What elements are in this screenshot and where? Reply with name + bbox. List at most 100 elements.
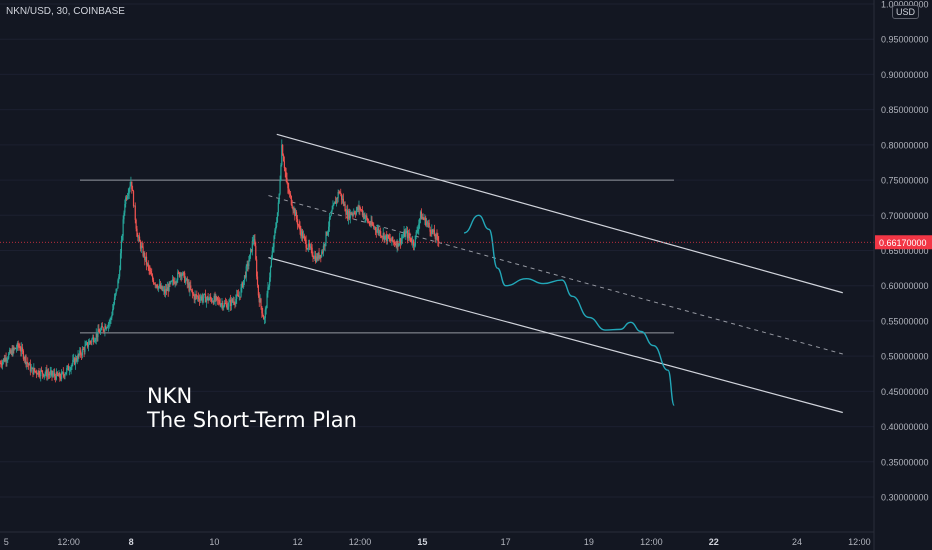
candle-body [117,280,119,289]
candle-body [14,348,16,350]
candle-body [394,244,396,245]
candle-body [191,289,193,291]
candle-body [128,188,130,194]
candle-body [398,243,400,247]
candle-body [256,259,258,277]
candle-body [179,273,181,277]
price-tick-label: 0.70000000 [881,211,929,221]
price-tick-label: 0.75000000 [881,176,929,186]
candle-body [149,270,151,272]
candle-body [312,255,314,258]
candle-body [390,240,392,242]
annotation-title-line-1: NKN [147,384,193,408]
candle-body [328,226,330,232]
candle-body [396,240,398,248]
candle-body [267,287,269,294]
candle-body [333,203,335,206]
candle-body [113,297,116,305]
candle-body [134,205,136,220]
candle-body [165,289,168,291]
candle-body [204,294,206,295]
candle-body [98,329,100,332]
candle-body [330,211,332,216]
candle-body [111,315,113,318]
candle-body [59,372,61,379]
candle-body [320,254,322,257]
candle-body [43,374,45,377]
candle-body [198,298,201,301]
candle-body [252,240,254,242]
candle-body [256,276,259,286]
candle-body [26,362,28,365]
candle-body [11,350,13,356]
currency-badge[interactable]: USD [892,5,920,19]
candle-body [219,303,221,306]
candle-body [337,191,339,199]
time-tick-label: 5 [4,537,9,547]
candle-body [73,358,75,360]
candle-body [99,329,102,334]
candle-body [187,283,189,285]
candle-body [314,255,316,259]
candle-body [343,203,345,205]
candle-body [303,235,305,238]
candle-body [345,211,347,215]
candle-body [91,339,93,343]
candle-body [315,256,318,262]
candle-body [160,285,162,289]
time-tick-label: 15 [417,537,427,547]
candle-body [49,372,51,375]
candle-body [220,304,222,306]
candle-body [308,243,310,249]
candle-body [211,301,214,303]
candle-body [171,279,174,281]
candle-body [422,217,424,219]
candle-body [360,209,362,211]
candle-body [354,212,356,214]
candle-body [383,233,385,240]
candle-body [317,252,319,260]
candle-body [338,191,340,193]
candle-body [425,217,427,226]
candle-body [247,263,249,267]
candle-body [32,367,34,375]
candle-body [264,309,266,318]
candle-body [254,239,256,246]
candle-body [9,350,12,354]
symbol-info[interactable]: NKN/USD, 30, COINBASE [6,6,125,17]
candle-body [244,275,246,278]
candle-body [423,218,425,220]
time-tick-label: 22 [709,537,719,547]
candle-body [253,239,255,241]
candle-body [73,358,76,365]
candle-body [69,370,71,371]
candle-body [48,374,51,376]
candle-body [324,243,326,247]
candle-body [144,253,146,261]
candle-body [230,299,233,306]
candle-body [378,228,380,234]
candle-body [224,303,227,304]
candle-body [151,274,153,276]
candle-body [67,365,70,371]
candle-body [87,344,90,347]
price-tick-label: 0.55000000 [881,316,929,326]
candle-body [387,235,390,239]
projection-curve [463,214,675,407]
candle-body [54,373,56,377]
candle-body [308,243,311,247]
time-axis[interactable]: 5 12:00 8 10 12 12:00 15 17 19 12:00 22 24 12:00 [0,531,874,547]
candle-body [346,210,348,215]
candle-body [34,367,36,372]
candle-body [44,373,46,375]
candle-body [269,267,272,278]
price-tick-label: 0.80000000 [881,140,929,150]
candle-body [63,374,65,377]
candle-body [60,372,63,380]
candle-body [121,235,123,241]
candle-body [195,294,197,296]
